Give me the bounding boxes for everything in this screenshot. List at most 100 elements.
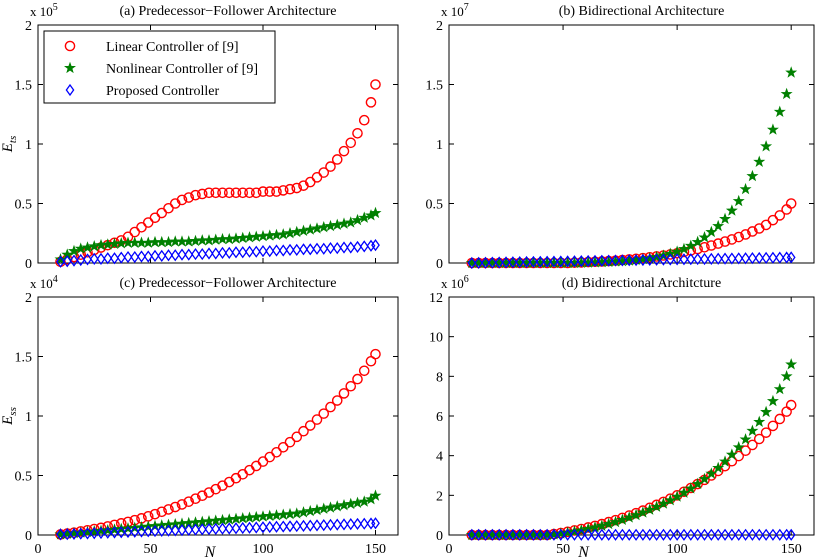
data-point-diamond [645,528,655,541]
data-point-circle [250,460,262,472]
data-point-diamond [734,528,744,541]
data-point-diamond [782,251,792,264]
y-tick-label: 1 [25,410,32,425]
data-point-diamond [137,525,146,538]
data-point-circle [284,183,296,195]
data-point-diamond [597,528,607,541]
data-point-diamond [467,528,477,541]
data-point-diamond [700,528,709,541]
legend-box [43,30,276,104]
x-tick-label: 0 [446,542,453,557]
data-point-star [650,500,663,512]
axis-exponent: x 104 [30,274,58,291]
data-point-diamond [754,251,764,265]
data-point-diamond [164,249,173,262]
data-point-diamond [285,243,295,257]
data-point-circle [325,161,336,172]
data-point-diamond [556,528,566,541]
data-point-diamond [786,528,796,541]
data-point-circle [163,504,174,515]
data-point-diamond [130,525,140,538]
data-point-circle [203,187,215,199]
x-tick-label: 50 [556,542,570,557]
data-point-diamond [123,525,133,539]
panel-title: (d) Bidirectional Architcture [562,276,721,291]
data-point-circle [169,501,181,513]
data-point-star [719,212,732,225]
y-tick-label: 2 [25,291,32,306]
x-tick-label: 150 [781,542,802,557]
data-point-diamond [89,527,99,540]
data-point-diamond [474,256,484,269]
data-point-circle [767,420,779,432]
data-point-diamond [371,239,380,252]
y-tick-label: 0 [436,257,443,272]
data-point-diamond [258,244,268,258]
data-point-diamond [184,248,194,261]
plot-area [54,79,382,268]
data-point-circle [358,365,370,377]
data-point-diamond [231,246,241,259]
data-point-diamond [305,519,315,532]
data-point-diamond [184,523,194,536]
data-point-diamond [292,519,302,533]
data-point-circle [176,194,188,206]
data-point-diamond [305,243,315,256]
data-point-diamond [617,528,627,541]
data-point-circle [264,186,276,197]
data-point-diamond [645,253,655,267]
data-point-star [780,370,793,382]
data-point-circle [781,204,792,215]
data-point-star [609,515,622,528]
data-point-circle [176,499,188,510]
data-point-diamond [62,528,72,541]
data-point-star [623,511,636,523]
data-point-diamond [116,526,126,539]
data-point-diamond [170,524,180,537]
data-point-diamond [359,517,369,530]
data-point-diamond [693,528,703,541]
data-point-diamond [549,528,559,541]
data-point-diamond [278,520,288,533]
data-point-diamond [748,528,757,541]
data-point-diamond [177,248,187,261]
data-point-diamond [346,241,356,254]
data-point-circle [370,348,381,360]
data-point-circle [250,187,262,199]
data-point-diamond [508,528,518,541]
data-point-circle [210,187,222,199]
data-point-circle [338,388,350,399]
series-star [54,206,382,265]
data-point-diamond [197,523,207,536]
data-point-star [739,182,752,195]
data-point-diamond [69,254,79,267]
data-point-circle [785,198,797,209]
y-tick-label: 0 [25,257,32,272]
data-point-diamond [245,245,254,258]
data-point-diamond [371,517,380,530]
data-point-star [664,493,677,506]
data-point-diamond [130,250,140,264]
y-tick-label: 2 [25,19,32,34]
data-point-circle [284,436,296,448]
axis-exponent: x 105 [30,2,58,19]
y-tick-label: 0.5 [15,198,33,213]
data-point-star [746,424,759,436]
data-point-diamond [522,528,531,541]
panel-b: 0 0.5 1 1.5 2x 107 (b) Bidirectional Architec… [426,2,815,272]
data-point-diamond [786,251,796,264]
data-point-diamond [211,247,221,260]
data-point-diamond [487,256,497,269]
data-point-star [766,394,779,407]
x-tick-label: 100 [253,542,274,557]
data-point-star [344,216,357,228]
data-point-diamond [617,254,627,267]
data-point-circle [747,439,758,451]
series-circle [466,198,797,269]
data-point-circle [706,240,717,251]
data-point-star [712,461,725,474]
y-tick-label: 0 [436,529,443,544]
data-point-diamond [89,252,99,265]
x-axis-label: N [204,544,217,559]
